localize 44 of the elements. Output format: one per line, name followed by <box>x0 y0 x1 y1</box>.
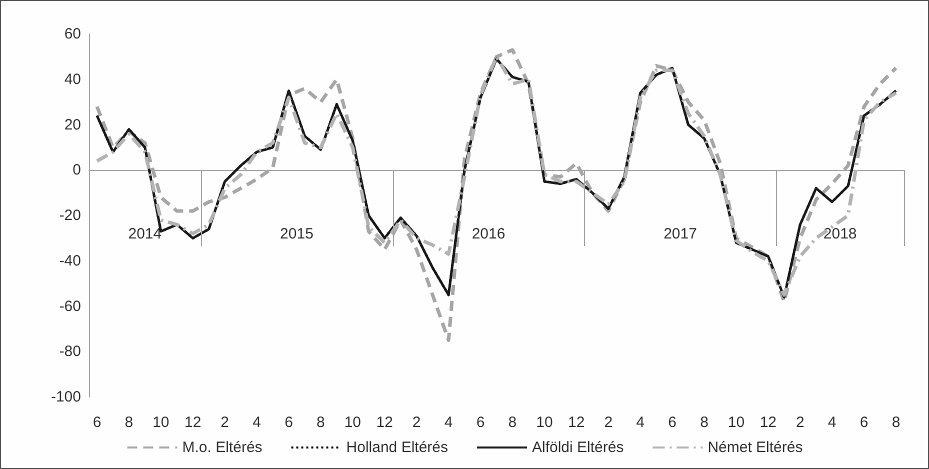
annotation: 2014 <box>128 226 162 243</box>
annotation: 2017 <box>664 226 697 243</box>
annotation: 2015 <box>280 226 314 243</box>
x-tick-label: 10 <box>152 414 170 431</box>
x-tick-label: 12 <box>568 414 585 431</box>
legend-label: Holland Eltérés <box>346 439 448 456</box>
y-tick-label: -100 <box>50 388 81 406</box>
x-tick-label: 4 <box>252 414 261 431</box>
y-tick-label: -60 <box>59 298 81 315</box>
x-tick-label: 4 <box>444 414 453 431</box>
legend-label: Német Eltérés <box>708 439 803 456</box>
x-tick-label: 8 <box>508 414 517 431</box>
y-tick-label: -80 <box>59 343 81 360</box>
y-tick-label: 40 <box>64 70 81 88</box>
x-tick-label: 8 <box>700 414 708 431</box>
x-tick-label: 6 <box>92 414 102 431</box>
y-tick-label: 0 <box>72 162 81 179</box>
x-tick-label: 6 <box>860 414 868 431</box>
x-tick-label: 8 <box>124 414 134 431</box>
x-tick-label: 6 <box>284 414 293 431</box>
y-tick-label: -20 <box>59 207 81 224</box>
x-tick-label: 6 <box>668 414 676 431</box>
x-tick-label: 12 <box>184 414 202 431</box>
y-tick-label: -40 <box>59 252 81 270</box>
y-tick-label: 20 <box>64 116 81 134</box>
x-tick-label: 10 <box>536 414 553 431</box>
x-tick-label: 6 <box>476 414 485 431</box>
x-tick-label: 4 <box>828 414 836 431</box>
x-tick-label: 2 <box>412 414 421 431</box>
x-tick-label: 12 <box>760 414 777 431</box>
legend-label: M.o. Eltérés <box>182 439 262 456</box>
x-tick-label: 8 <box>892 414 900 431</box>
annotation: 2016 <box>472 226 506 243</box>
x-tick-label: 2 <box>220 414 230 431</box>
y-tick-label: 60 <box>64 26 81 42</box>
x-tick-label: 2 <box>604 414 613 431</box>
x-tick-label: 10 <box>344 414 362 431</box>
annotation: 2018 <box>823 226 857 243</box>
x-tick-label: 8 <box>316 414 325 431</box>
x-tick-label: 4 <box>636 414 644 431</box>
x-tick-label: 2 <box>796 414 804 431</box>
x-tick-label: 10 <box>728 414 745 431</box>
legend-label: Alföldi Eltérés <box>532 439 624 456</box>
x-tick-label: 12 <box>376 414 393 431</box>
